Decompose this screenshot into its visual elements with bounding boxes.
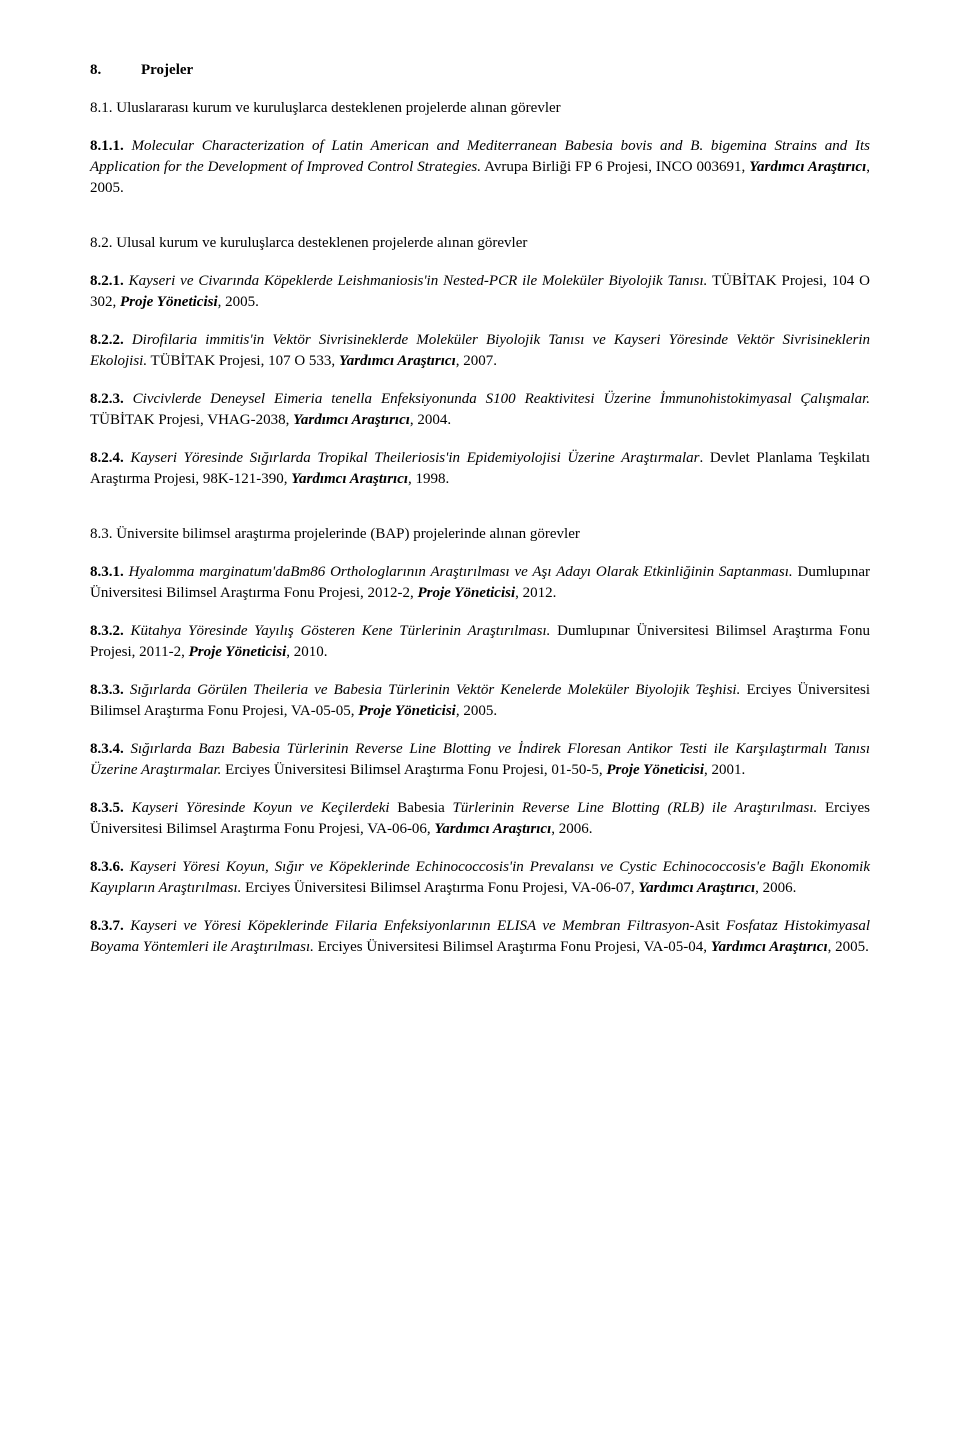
item-role: Proje Yöneticisi [358,703,456,719]
item-role: Proje Yöneticisi [417,585,515,601]
item-title-part1: Kayseri Yöresinde Koyun ve Keçilerdeki [131,800,397,816]
item-year: , 2007. [456,353,497,369]
item-year: , 2010. [286,644,327,660]
item-year: , 2005. [218,294,259,310]
item-role: Proje Yöneticisi [606,762,704,778]
item-8-3-4: 8.3.4. Sığırlarda Bazı Babesia Türlerini… [90,739,870,781]
item-8-3-2: 8.3.2. Kütahya Yöresinde Yayılış Göstere… [90,621,870,663]
item-year: , 2006. [551,821,592,837]
item-title: Sığırlarda Görülen Theileria ve Babesia … [130,682,740,698]
section-8-num: 8. [90,62,101,78]
item-year: , 1998. [408,471,449,487]
item-8-2-4: 8.2.4. Kayseri Yöresinde Sığırlarda Trop… [90,448,870,490]
item-8-2-1: 8.2.1. Kayseri ve Civarında Köpeklerde L… [90,271,870,313]
item-8-3-1: 8.3.1. Hyalomma marginatum'daBm86 Orthol… [90,562,870,604]
item-role: Yardımcı Araştırıcı [293,412,410,428]
item-num: 8.2.1. [90,273,124,289]
item-tail: Erciyes Üniversitesi Bilimsel Araştırma … [314,939,711,955]
item-role: Proje Yöneticisi [120,294,218,310]
item-role: Yardımcı Araştırıcı [749,159,866,175]
item-year: , 2006. [755,880,796,896]
item-tail: TÜBİTAK Projesi, VHAG-2038, [90,412,293,428]
item-num: 8.3.5. [90,800,124,816]
item-8-2-2: 8.2.2. Dirofilaria immitis'in Vektör Siv… [90,330,870,372]
item-title: Civcivlerde Deneysel Eimeria tenella Enf… [133,391,870,407]
item-title-part1: Kayseri ve Yöresi Köpeklerinde Filaria E… [130,918,694,934]
item-role: Yardımcı Araştırıcı [638,880,755,896]
item-role: Yardımcı Araştırıcı [711,939,828,955]
item-8-2-3: 8.2.3. Civcivlerde Deneysel Eimeria tene… [90,389,870,431]
item-title: Kayseri Yöresinde Sığırlarda Tropikal Th… [130,450,699,466]
item-tail: TÜBİTAK Projesi, 107 O 533, [147,353,339,369]
item-num: 8.1.1. [90,138,124,154]
item-year: , 2001. [704,762,745,778]
item-8-3-7: 8.3.7. Kayseri ve Yöresi Köpeklerinde Fi… [90,916,870,958]
item-title-part2: Türlerinin Reverse Line Blotting (RLB) i… [445,800,818,816]
item-8-1-1: 8.1.1. Molecular Characterization of Lat… [90,136,870,199]
section-8-2-label: 8.2. Ulusal kurum ve kuruluşlarca destek… [90,233,870,254]
item-num: 8.3.4. [90,741,124,757]
item-role: Yardımcı Araştırıcı [291,471,408,487]
item-role: Proje Yöneticisi [189,644,287,660]
item-year: , 2012. [515,585,556,601]
section-8-label: Projeler [141,62,193,78]
item-num: 8.2.3. [90,391,124,407]
item-role: Yardımcı Araştırıcı [339,353,456,369]
item-title: Kütahya Yöresinde Yayılış Gösteren Kene … [131,623,551,639]
item-num: 8.3.3. [90,682,124,698]
item-title: Hyalomma marginatum'daBm86 Orthologların… [129,564,793,580]
item-year: , 2005. [828,939,869,955]
item-title-plain: Babesia [397,800,444,816]
item-num: 8.2.4. [90,450,124,466]
item-8-3-3: 8.3.3. Sığırlarda Görülen Theileria ve B… [90,680,870,722]
section-8-3-label: 8.3. Üniversite bilimsel araştırma proje… [90,524,870,545]
section-8-heading: 8. Projeler [90,60,870,81]
item-num: 8.3.2. [90,623,124,639]
item-num: 8.3.6. [90,859,124,875]
item-tail: Avrupa Birliği FP 6 Projesi, INCO 003691… [481,159,749,175]
item-tail: Erciyes Üniversitesi Bilimsel Araştırma … [241,880,638,896]
item-year: , 2004. [410,412,451,428]
item-num: 8.3.1. [90,564,124,580]
item-role: Yardımcı Araştırıcı [434,821,551,837]
item-title: Kayseri ve Civarında Köpeklerde Leishman… [129,273,708,289]
item-8-3-6: 8.3.6. Kayseri Yöresi Koyun, Sığır ve Kö… [90,857,870,899]
item-title-plain: Asit [694,918,719,934]
section-8-1-label: 8.1. Uluslararası kurum ve kuruluşlarca … [90,98,870,119]
item-8-3-5: 8.3.5. Kayseri Yöresinde Koyun ve Keçile… [90,798,870,840]
item-year: , 2005. [456,703,497,719]
item-num: 8.2.2. [90,332,124,348]
item-num: 8.3.7. [90,918,124,934]
item-tail: Erciyes Üniversitesi Bilimsel Araştırma … [221,762,606,778]
